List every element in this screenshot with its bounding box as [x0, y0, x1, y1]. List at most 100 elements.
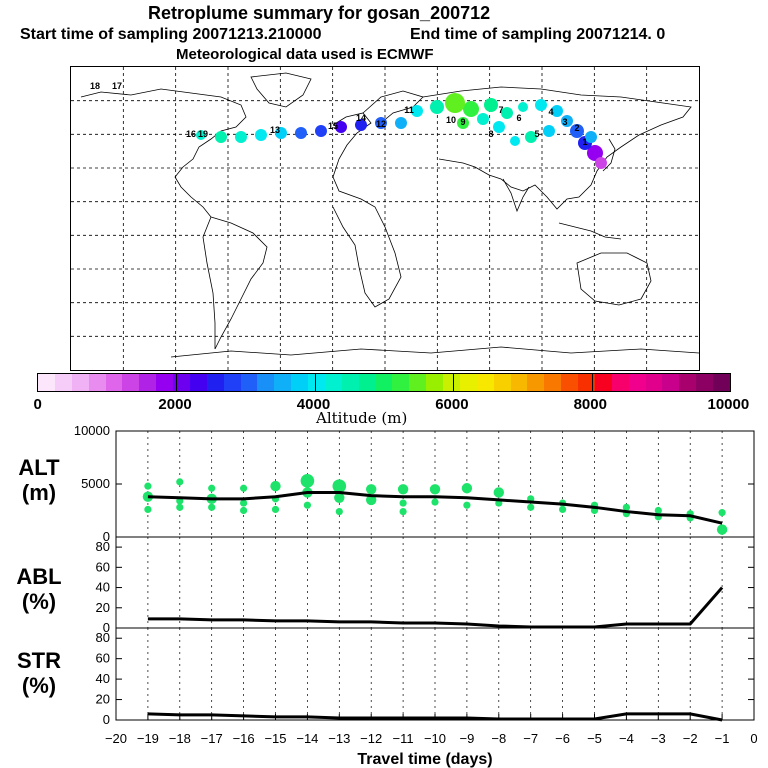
altitude-cluster-point: [332, 479, 347, 493]
plume-day-label: 13: [270, 125, 280, 135]
colorbar-swatch: [510, 374, 528, 391]
altitude-cluster-point: [240, 506, 248, 515]
altitude-cluster-point: [144, 482, 152, 490]
x-tick-label: −3: [651, 731, 666, 746]
str-panel-name: STR: [17, 648, 61, 673]
altitude-colorbar: [37, 373, 731, 392]
altitude-cluster-point: [335, 507, 343, 516]
colorbar-swatch: [139, 374, 157, 391]
colorbar-swatch: [206, 374, 224, 391]
coast-japan: [602, 138, 616, 172]
colorbar-swatch: [38, 374, 55, 391]
altitude-cluster-point: [622, 510, 631, 518]
colorbar-swatch: [105, 374, 123, 391]
x-tick-label: −16: [233, 731, 255, 746]
altitude-cluster-point: [176, 497, 184, 505]
colorbar-swatch: [544, 374, 562, 391]
altitude-cluster-point: [334, 492, 345, 503]
x-tick-label: −18: [169, 731, 191, 746]
colorbar-swatch: [696, 374, 713, 391]
alt-panel-name: ALT: [18, 455, 60, 480]
x-tick-label: −13: [328, 731, 350, 746]
plume-day-label: 1: [582, 137, 587, 147]
colorbar-swatch: [223, 374, 241, 391]
plume-day-label: 14: [356, 113, 366, 123]
colorbar-swatch: [578, 374, 595, 391]
altitude-cluster-point: [176, 503, 184, 511]
altitude-cluster-point: [463, 501, 471, 509]
plume-day-label: 6: [516, 113, 521, 123]
map-grid: [71, 67, 699, 370]
colorbar-swatch: [308, 374, 325, 391]
plume-cluster-dot: [457, 117, 469, 129]
altitude-cluster-point: [493, 487, 504, 498]
colorbar-swatch: [713, 374, 730, 391]
colorbar-swatch: [459, 374, 477, 391]
plume-cluster-dot: [295, 127, 307, 139]
altitude-cluster-point: [176, 478, 184, 486]
plume-cluster-dot: [551, 105, 563, 117]
colorbar-swatch: [189, 374, 207, 391]
plume-day-label: 19: [198, 129, 208, 139]
y-tick-label: 40: [96, 671, 110, 686]
plume-cluster-dot: [395, 117, 407, 129]
abl-panel-unit: (%): [21, 589, 57, 614]
colorbar-tick-label: 0: [33, 396, 42, 413]
y-tick-label: 20: [96, 600, 110, 615]
x-tick-label: −10: [424, 731, 446, 746]
y-tick-label: 0: [103, 712, 110, 727]
colorbar-divider: [314, 374, 316, 391]
x-tick-label: −12: [360, 731, 382, 746]
altitude-cluster-point: [142, 491, 154, 502]
plume-cluster-dot: [585, 131, 597, 143]
colorbar-divider: [176, 374, 178, 391]
altitude-cluster-point: [559, 499, 567, 507]
colorbar-swatch: [240, 374, 258, 391]
altitude-cluster-point: [654, 506, 662, 515]
plume-day-label: 15: [328, 121, 338, 131]
colorbar-swatch: [611, 374, 629, 391]
y-tick-label: 60: [96, 651, 110, 666]
plot-frame: [115, 627, 755, 721]
y-tick-label: 5000: [81, 476, 110, 491]
x-tick-label: −8: [491, 731, 506, 746]
x-axis-label: Travel time (days): [357, 751, 492, 768]
abl-panel: 0 20 40 60 80: [96, 536, 755, 635]
colorbar-swatch: [291, 374, 308, 391]
colorbar-swatch: [443, 374, 460, 391]
altitude-cluster-point: [206, 493, 217, 505]
altitude-cluster-point: [590, 501, 599, 509]
colorbar-swatch: [628, 374, 646, 391]
plume-day-label: 17: [112, 81, 122, 91]
altitude-cluster-point: [429, 484, 441, 495]
altitude-cluster-point: [271, 495, 280, 503]
y-tick-label: 40: [96, 580, 110, 595]
coast-europe-africa: [332, 112, 402, 308]
plume-cluster-dot: [543, 125, 555, 137]
colorbar-swatch: [527, 374, 545, 391]
altitude-cluster-point: [527, 495, 535, 503]
x-tick-label: −2: [683, 731, 698, 746]
plume-cluster-dot: [355, 119, 367, 131]
x-tick-label: 0: [750, 731, 757, 746]
colorbar-swatch: [257, 374, 275, 391]
altitude-cluster-point: [271, 505, 280, 514]
colorbar-swatch: [476, 374, 494, 391]
altitude-cluster-point: [716, 524, 728, 535]
altitude-cluster-point: [366, 484, 377, 495]
world-map-panel: 18 17 19 16 13 15 14 12 11 10 9 8 7 6 5 4 3 2 1: [70, 66, 700, 371]
coastlines: [80, 72, 699, 358]
plume-cluster-dot: [196, 130, 206, 140]
colorbar-divider: [591, 374, 593, 391]
plume-cluster-dot: [595, 157, 607, 169]
altitude-cluster-point: [300, 474, 315, 488]
colorbar-swatch: [409, 374, 427, 391]
plume-cluster-dot: [493, 121, 505, 133]
y-tick-label: 10000: [74, 423, 110, 438]
altitude-cluster-point: [208, 484, 216, 492]
altitude-cluster-point: [718, 509, 726, 517]
coast-india: [502, 178, 530, 213]
altitude-cluster-point: [144, 505, 152, 514]
plot-frame: [115, 536, 755, 629]
plume-day-label: 3: [562, 117, 567, 127]
